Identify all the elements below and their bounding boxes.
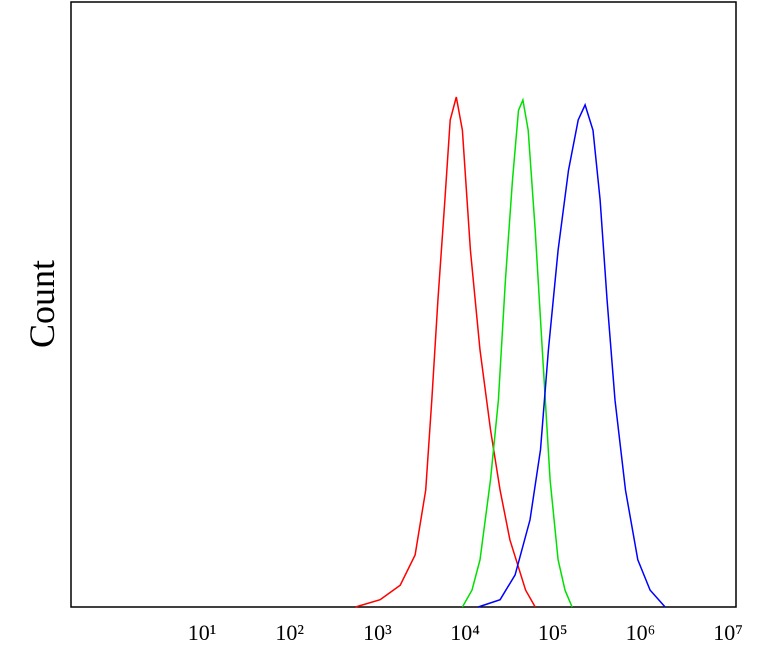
x-tick-label: 10⁷	[713, 620, 743, 645]
x-tick-label: 10⁶	[626, 620, 656, 645]
x-tick-label: 10⁵	[538, 620, 568, 645]
histogram-line	[355, 96, 536, 608]
y-axis-label: Count	[22, 260, 62, 348]
histogram-line	[477, 102, 666, 608]
x-tick-label: 10¹	[188, 620, 217, 645]
x-tick-label: 10³	[363, 620, 392, 645]
histogram-line	[461, 97, 573, 608]
plot-frame	[70, 1, 737, 608]
x-tick-label: 10⁴	[450, 620, 480, 645]
x-tick-label: 10²	[275, 620, 304, 645]
